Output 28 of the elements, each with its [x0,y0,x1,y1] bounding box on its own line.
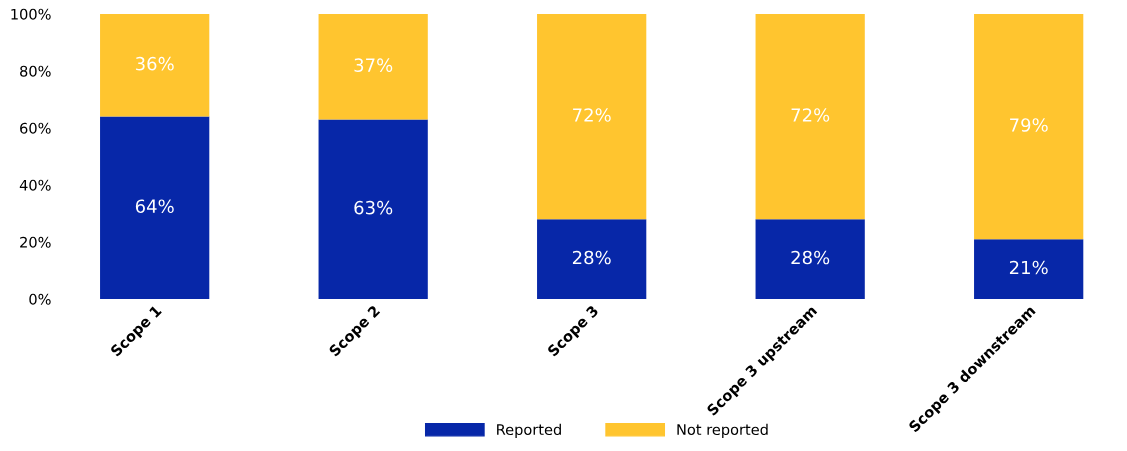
legend-label: Reported [497,423,561,438]
data-label: 37% [354,58,393,72]
y-tick-label: 0% [29,293,51,305]
data-label: 72% [573,108,611,122]
y-tick-label: 20% [20,236,51,248]
data-label: 28% [791,250,830,265]
data-label: 64% [135,199,174,214]
bar [537,13,647,220]
bar [100,116,210,300]
y-tick-label: 60% [20,122,51,134]
bar [100,13,210,117]
y-tick-label: 100% [11,8,51,20]
bar [537,219,647,300]
data-label: 72% [791,108,830,122]
bar [974,13,1084,240]
data-label: 28% [572,250,611,265]
data-label: 79% [1010,118,1048,132]
y-tick-label: 40% [19,179,51,191]
legend-label: Not reported [677,423,768,438]
data-label: 21% [1009,260,1048,275]
bar [974,239,1084,300]
data-label: 36% [135,56,174,71]
bar [318,119,428,300]
data-label: 63% [354,200,393,215]
bar [755,13,865,220]
y-tick-label: 80% [20,65,51,77]
bar [318,13,428,120]
bar [755,219,865,300]
